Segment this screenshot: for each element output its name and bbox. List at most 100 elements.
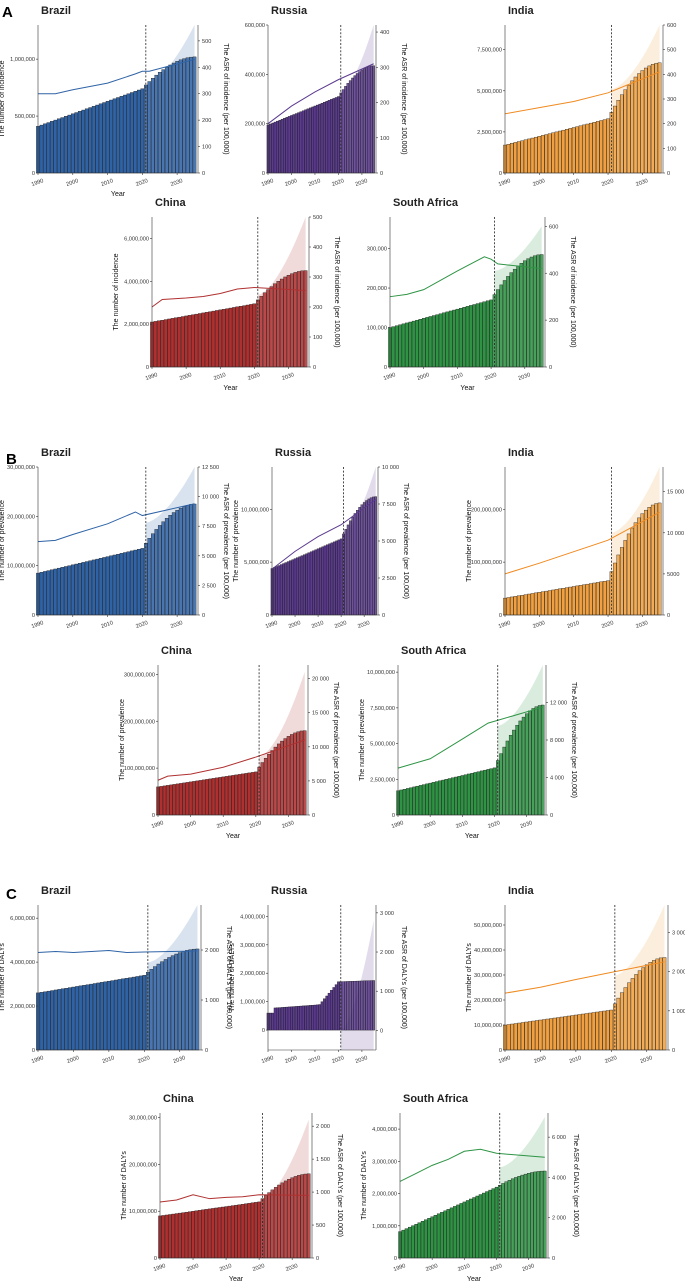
bar-2009 [311, 106, 314, 174]
bar-2006 [449, 1207, 454, 1259]
bar-2028 [355, 73, 359, 174]
bar-2016 [241, 773, 245, 816]
bar-2015 [472, 304, 476, 368]
left-tick-label: 1,000,000 [10, 57, 35, 63]
bar-2032 [297, 1175, 301, 1259]
bar-2004 [201, 779, 206, 816]
left-tick-label: 5,000,000 [370, 742, 395, 748]
bar-2020 [492, 767, 497, 816]
bar-2025 [160, 961, 164, 1051]
bar-2019 [137, 89, 141, 174]
bar-2013 [116, 553, 120, 616]
right-tick-label: 2 000 [380, 950, 394, 956]
x-tick-label: 2000 [284, 178, 298, 188]
bar-1996 [57, 567, 61, 616]
bar-2011 [227, 1205, 232, 1259]
bar-2007 [561, 588, 566, 616]
bar-1992 [271, 1012, 274, 1031]
bar-1999 [67, 114, 72, 174]
bar-2027 [517, 1176, 521, 1259]
bar-1995 [53, 119, 58, 174]
bar-2004 [204, 1209, 208, 1259]
y2-axis-label: The ASR of incidence (per 100,000) [333, 236, 340, 347]
x-tick-label: 2010 [311, 620, 325, 630]
bar-2022 [147, 81, 152, 174]
chart-title: South Africa [393, 197, 459, 209]
bar-2002 [195, 780, 199, 816]
bar-2004 [299, 111, 303, 174]
right-tick-label: 10 000 [202, 495, 219, 501]
bar-1997 [60, 117, 65, 174]
bar-2007 [306, 1005, 310, 1031]
bar-2022 [613, 105, 617, 174]
bar-2018 [133, 91, 138, 174]
bar-1994 [50, 569, 54, 616]
bar-2031 [290, 734, 294, 816]
left-tick-label: 0 [384, 365, 387, 371]
bar-2001 [74, 112, 79, 174]
bar-2003 [81, 562, 85, 616]
bar-2019 [605, 1010, 610, 1051]
bar-1993 [273, 121, 277, 174]
x-tick-label: 2000 [288, 620, 302, 630]
bar-2012 [469, 1198, 473, 1259]
x-tick-label: 2030 [281, 820, 295, 830]
bar-2000 [538, 1019, 543, 1051]
right-tick-label: 500 [667, 48, 676, 54]
right-tick-label: 7 500 [202, 524, 216, 530]
bar-2027 [353, 75, 357, 174]
right-tick-label: 400 [202, 65, 211, 71]
bar-2034 [299, 730, 304, 816]
bar-2029 [171, 62, 176, 174]
bar-2032 [647, 65, 652, 174]
bar-2016 [327, 100, 331, 174]
bar-2029 [171, 512, 176, 616]
bar-2027 [634, 974, 638, 1051]
chart-b-brazil: 0 10,000,000 20,000,000 30,000,000 0 2 500 5 0… [0, 447, 229, 630]
bar-2011 [575, 126, 579, 174]
bar-2016 [330, 542, 334, 616]
bar-2030 [360, 980, 364, 1031]
bar-2001 [74, 563, 79, 616]
bar-2019 [491, 1188, 495, 1259]
chart-a-china: 0 2,000,000 4,000,000 6,000,000 0 100 200 300 40… [113, 197, 340, 392]
bar-2025 [157, 72, 162, 174]
y2-axis-label: The ASR of DALYs (per 100,000) [225, 926, 232, 1029]
bar-2027 [515, 725, 519, 816]
bar-2002 [298, 556, 301, 616]
asr-series-line [399, 1148, 545, 1182]
right-tick-label: 100 [380, 136, 389, 142]
bar-2017 [242, 305, 246, 368]
bar-2022 [341, 89, 345, 174]
bar-2003 [201, 1209, 205, 1259]
x-axis-label: Year [226, 833, 241, 840]
bar-2012 [228, 775, 232, 816]
chart-c-russia: 0 1,000,000 2,000,000 3,000,000 4,000,000 0 1 … [229, 885, 407, 1065]
asr-series-line [38, 58, 195, 95]
bar-2022 [341, 981, 345, 1031]
bar-1991 [39, 572, 44, 616]
left-tick-label: 500,000 [15, 114, 35, 120]
chart-a-brazil: 0 500,000 1,000,000 0 100 200 300 400 500 1990 200… [0, 5, 229, 198]
x-tick-label: 1990 [498, 620, 512, 630]
bar-2002 [544, 134, 548, 174]
bar-2035 [539, 254, 544, 368]
bar-2008 [456, 1204, 460, 1259]
y-axis-label: The number of DALYs [361, 1151, 368, 1220]
bar-2014 [475, 1195, 479, 1259]
bar-2002 [294, 1006, 298, 1031]
right-tick-label: 3 000 [380, 911, 394, 917]
bar-2006 [304, 1005, 307, 1031]
bar-1999 [291, 559, 294, 616]
bar-1997 [527, 593, 531, 616]
bar-2006 [211, 1208, 215, 1259]
bar-1992 [157, 320, 161, 368]
bar-1999 [535, 1020, 539, 1051]
bar-2004 [441, 779, 445, 816]
y-axis-label: The number of prevalence [466, 500, 473, 582]
bar-2025 [506, 276, 510, 368]
left-tick-label: 2,000,000 [240, 971, 265, 977]
y2-axis-label: The ASR of DALYs (per 100,000) [400, 926, 407, 1029]
bar-1995 [282, 563, 285, 616]
bar-2014 [588, 1012, 592, 1051]
